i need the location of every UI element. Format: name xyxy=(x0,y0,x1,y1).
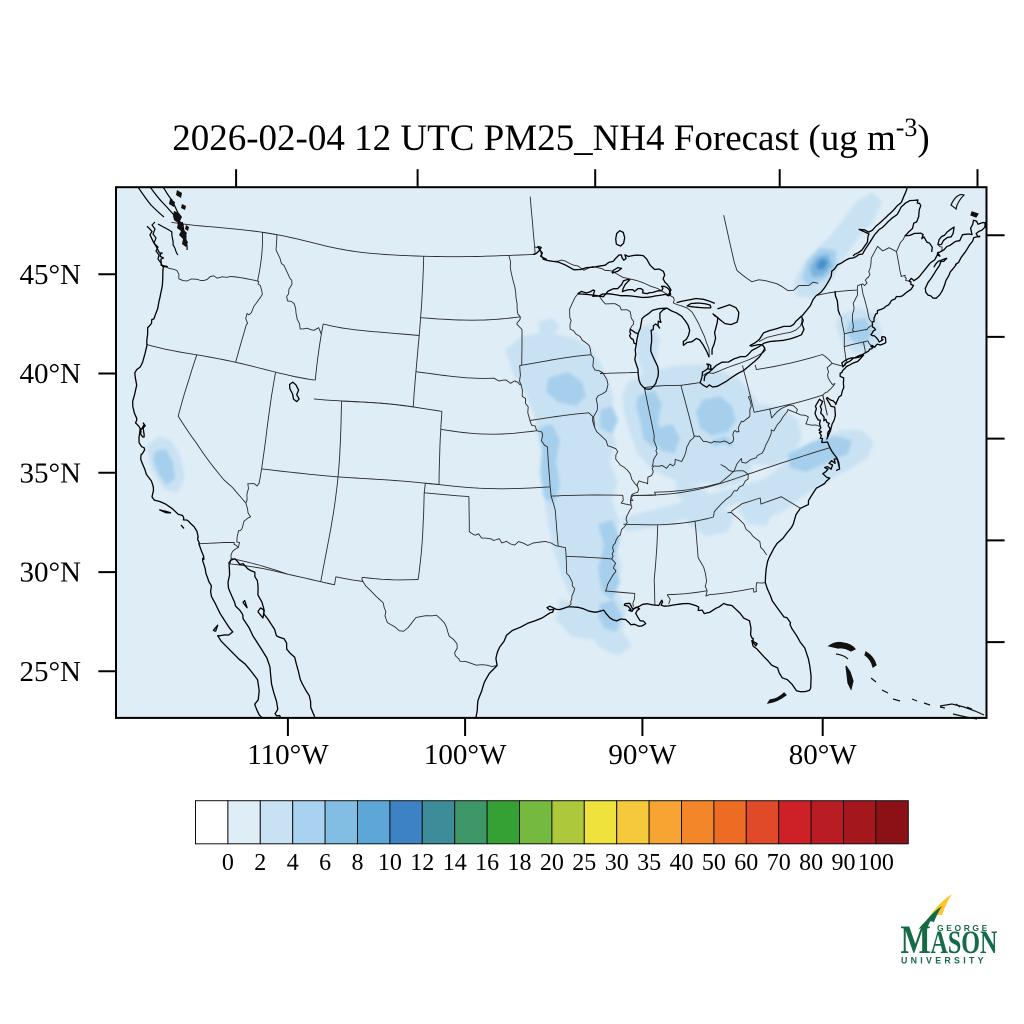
svg-text:6: 6 xyxy=(319,850,331,876)
svg-text:16: 16 xyxy=(475,850,499,876)
svg-text:70: 70 xyxy=(767,850,791,876)
svg-text:4: 4 xyxy=(287,850,299,876)
svg-text:ASON: ASON xyxy=(931,924,998,961)
svg-text:45°N: 45°N xyxy=(19,259,81,291)
svg-text:12: 12 xyxy=(410,850,434,876)
svg-text:25: 25 xyxy=(572,850,596,876)
svg-text:10: 10 xyxy=(378,850,402,876)
svg-text:110°W: 110°W xyxy=(247,739,329,771)
svg-text:M: M xyxy=(901,918,931,962)
svg-text:2: 2 xyxy=(254,850,266,876)
svg-text:40: 40 xyxy=(670,850,694,876)
svg-text:14: 14 xyxy=(443,850,467,876)
svg-text:UNIVERSITY: UNIVERSITY xyxy=(901,956,987,966)
svg-text:30: 30 xyxy=(605,850,629,876)
svg-text:100°W: 100°W xyxy=(424,739,507,771)
svg-text:30°N: 30°N xyxy=(19,557,81,589)
svg-text:100: 100 xyxy=(858,850,894,876)
svg-text:90°W: 90°W xyxy=(608,739,677,771)
svg-text:GEORGE: GEORGE xyxy=(937,923,990,933)
svg-text:20: 20 xyxy=(540,850,564,876)
svg-text:2026-02-04 12 UTC PM25_NH4 For: 2026-02-04 12 UTC PM25_NH4 Forecast (ug … xyxy=(172,113,930,160)
svg-text:0: 0 xyxy=(222,850,234,876)
svg-text:40°N: 40°N xyxy=(19,358,81,390)
svg-text:50: 50 xyxy=(702,850,726,876)
svg-text:35: 35 xyxy=(637,850,661,876)
svg-text:80°W: 80°W xyxy=(789,739,858,771)
svg-text:18: 18 xyxy=(508,850,532,876)
svg-text:8: 8 xyxy=(352,850,364,876)
svg-text:25°N: 25°N xyxy=(19,656,81,688)
svg-text:35°N: 35°N xyxy=(19,457,81,489)
svg-text:90: 90 xyxy=(832,850,856,876)
svg-text:80: 80 xyxy=(799,850,823,876)
svg-text:60: 60 xyxy=(734,850,758,876)
